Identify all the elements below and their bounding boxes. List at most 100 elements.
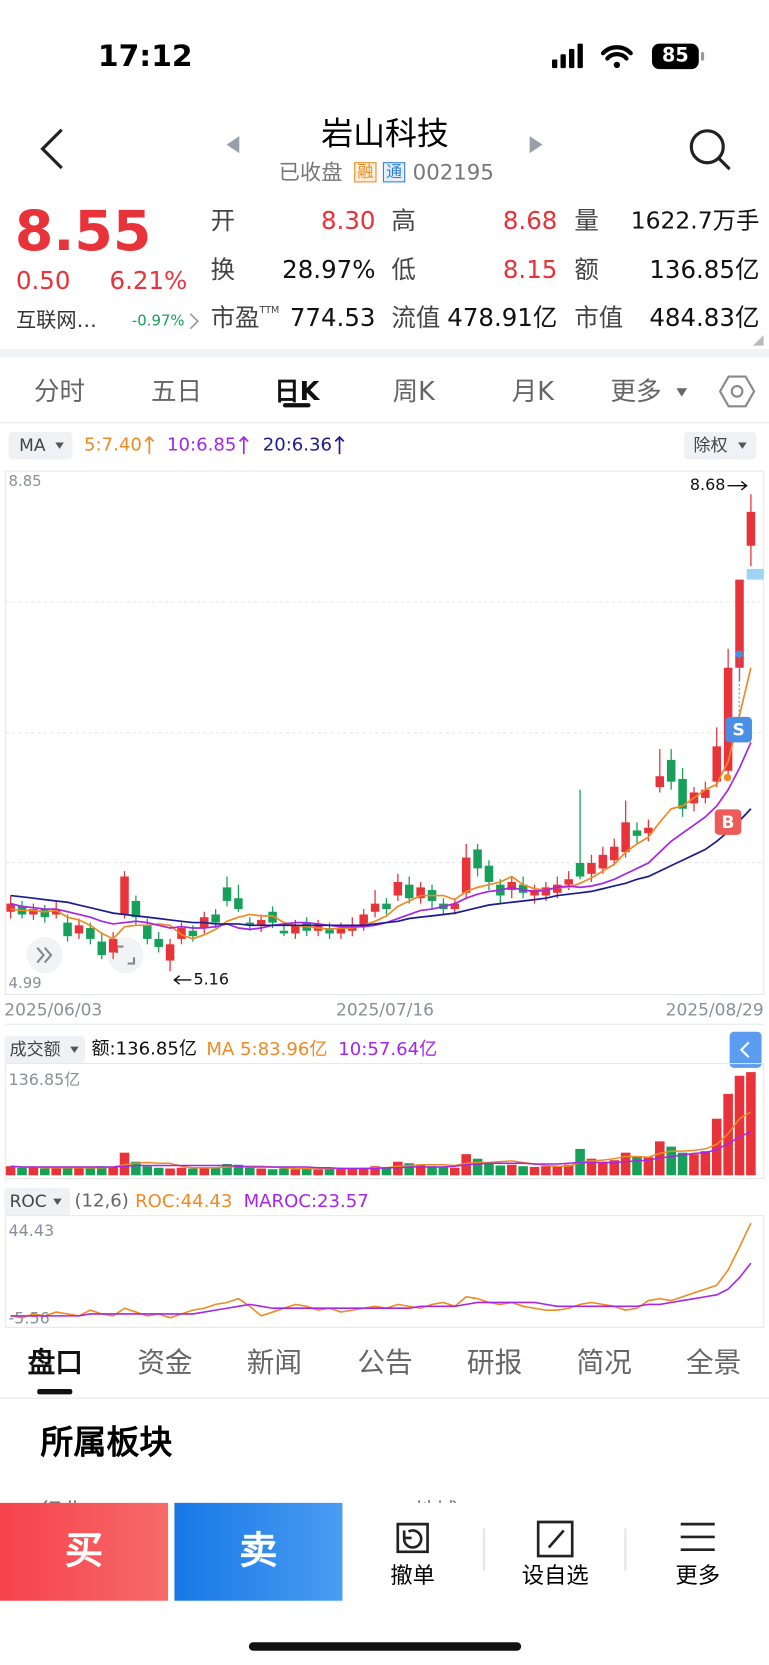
volume-bar bbox=[495, 1165, 506, 1176]
y-tick-label: -5.56 bbox=[9, 1308, 50, 1327]
volume-bar bbox=[347, 1168, 358, 1176]
volume-bar bbox=[529, 1166, 540, 1176]
legend-entry: 20:6.36 bbox=[263, 435, 332, 456]
field-label: 额 bbox=[574, 256, 599, 285]
sector-chevron[interactable] bbox=[187, 311, 202, 332]
candle-body bbox=[359, 914, 368, 926]
sell-label: 卖 bbox=[239, 1529, 278, 1574]
sector-change: -0.97% bbox=[131, 312, 185, 330]
search-button[interactable] bbox=[686, 126, 735, 175]
candle-body bbox=[336, 928, 346, 934]
side-panel-toggle[interactable] bbox=[729, 1031, 762, 1068]
candle-body bbox=[632, 830, 642, 836]
volume-bar bbox=[438, 1166, 449, 1176]
volume-bar bbox=[541, 1166, 551, 1176]
volume-bar bbox=[28, 1166, 39, 1176]
legend-entry: ROC:44.43 bbox=[135, 1191, 232, 1212]
buy-label: 买 bbox=[64, 1529, 104, 1574]
candle-body bbox=[644, 827, 653, 834]
volume-value: 额:136.85亿 bbox=[91, 1038, 197, 1060]
action-label[interactable]: 撤单 bbox=[390, 1562, 436, 1589]
candle-body bbox=[609, 846, 619, 861]
stock-switch-arrows[interactable] bbox=[218, 133, 558, 159]
buy-marker-label: B bbox=[722, 813, 735, 833]
period-tab[interactable]: 分时 bbox=[34, 376, 86, 407]
sell-marker-label: S bbox=[733, 721, 745, 741]
volume-bar bbox=[472, 1158, 483, 1176]
expand-corner[interactable] bbox=[751, 333, 766, 348]
volume-bar bbox=[40, 1168, 50, 1176]
field-value: 136.85亿 bbox=[649, 256, 760, 285]
candle-body bbox=[222, 887, 232, 901]
candle-body bbox=[701, 789, 710, 798]
stock-code: 002195 bbox=[412, 159, 494, 186]
buy-button[interactable] bbox=[0, 1502, 169, 1601]
candle-body bbox=[678, 778, 687, 809]
info-tab[interactable]: 简况 bbox=[576, 1347, 632, 1380]
current-price-tag bbox=[746, 569, 764, 580]
candle-body bbox=[564, 879, 573, 885]
trend-arrow bbox=[334, 435, 345, 455]
sell-button[interactable] bbox=[174, 1502, 343, 1601]
dropdown-arrow bbox=[70, 1046, 79, 1053]
candle-body bbox=[143, 925, 152, 939]
info-tab[interactable]: 研报 bbox=[466, 1347, 523, 1380]
info-tab[interactable]: 新闻 bbox=[246, 1347, 303, 1380]
volume-bar bbox=[267, 1169, 278, 1176]
volume-bar bbox=[222, 1163, 232, 1176]
volume-bar bbox=[108, 1166, 118, 1176]
period-tab[interactable]: 五日 bbox=[151, 376, 203, 407]
candle-body bbox=[154, 938, 163, 948]
back-button[interactable] bbox=[32, 122, 75, 175]
candle-body bbox=[188, 930, 198, 937]
volume-bar bbox=[734, 1075, 745, 1176]
field-value: 8.68 bbox=[502, 207, 558, 236]
volume-select[interactable] bbox=[4, 1035, 86, 1064]
dropdown-arrow bbox=[53, 1198, 62, 1206]
section-title: 所属板块 bbox=[40, 1423, 173, 1462]
candle-body bbox=[735, 579, 744, 668]
info-tab[interactable]: 公告 bbox=[357, 1347, 413, 1380]
trend-arrow bbox=[238, 435, 249, 455]
x-axis-label: 2025/07/16 bbox=[336, 1000, 434, 1020]
candle-body bbox=[245, 922, 255, 926]
field-label: 量 bbox=[574, 207, 599, 236]
candle-body bbox=[6, 903, 15, 912]
period-tab[interactable]: 更多 bbox=[610, 376, 662, 407]
candle-body bbox=[40, 909, 50, 918]
volume-bar bbox=[404, 1163, 415, 1176]
candle-body bbox=[279, 930, 289, 934]
candle-body bbox=[712, 746, 721, 782]
volume-bar bbox=[324, 1168, 335, 1176]
volume-bar bbox=[370, 1166, 380, 1176]
price-change-pct: 6.21% bbox=[109, 267, 188, 296]
info-tab[interactable]: 盘口 bbox=[27, 1347, 83, 1380]
sector-name[interactable]: 互联网… bbox=[15, 308, 97, 333]
action-label[interactable]: 更多 bbox=[675, 1562, 721, 1589]
period-tab[interactable]: 月K bbox=[511, 376, 555, 407]
y-axis-label: 8.85 bbox=[9, 472, 42, 490]
candle-body bbox=[268, 911, 277, 923]
volume-bar bbox=[677, 1152, 688, 1176]
indicator-name: MA bbox=[19, 435, 46, 456]
y-axis-label: 4.99 bbox=[9, 974, 42, 992]
volume-bar bbox=[643, 1157, 654, 1176]
volume-bar bbox=[609, 1160, 620, 1176]
field-value: 478.91亿 bbox=[447, 304, 558, 333]
info-tab[interactable]: 全景 bbox=[686, 1347, 742, 1380]
volume-bar bbox=[563, 1164, 574, 1176]
high-annotation: 8.68 bbox=[690, 475, 726, 494]
legend-entry: MAROC:23.57 bbox=[244, 1191, 369, 1212]
candle-body bbox=[108, 938, 118, 953]
settings-button[interactable] bbox=[718, 372, 756, 410]
collapse-icon bbox=[36, 946, 53, 964]
volume-bar bbox=[233, 1164, 244, 1176]
field-label: 低 bbox=[391, 256, 416, 285]
trade-dot bbox=[735, 650, 743, 658]
period-tab[interactable]: 周K bbox=[392, 376, 435, 407]
volume-bar bbox=[586, 1158, 597, 1176]
action-label[interactable]: 设自选 bbox=[521, 1562, 589, 1589]
info-tab[interactable]: 资金 bbox=[137, 1347, 193, 1380]
period-tab[interactable]: 日K bbox=[274, 376, 320, 407]
volume-bar bbox=[62, 1166, 73, 1176]
